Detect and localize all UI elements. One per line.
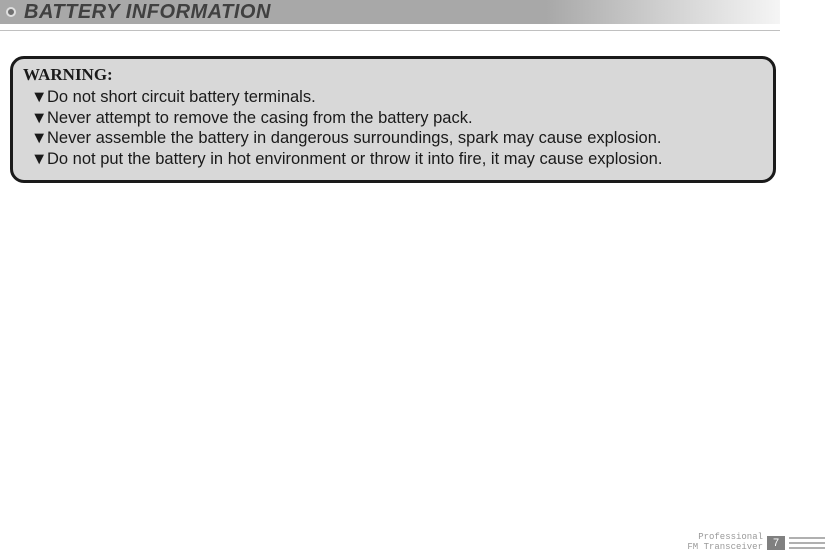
header-bullet-icon: [6, 7, 16, 17]
warning-text: Do not short circuit battery terminals.: [47, 88, 316, 106]
warning-box: WARNING: ▼ Do not short circuit battery …: [10, 56, 776, 183]
page-title: BATTERY INFORMATION: [24, 1, 271, 24]
warning-item: ▼ Do not put the battery in hot environm…: [31, 149, 763, 170]
header-bar: BATTERY INFORMATION: [0, 0, 780, 24]
down-triangle-icon: ▼: [31, 87, 47, 108]
footer-decor-icon: [789, 537, 825, 549]
down-triangle-icon: ▼: [31, 108, 47, 129]
down-triangle-icon: ▼: [31, 149, 47, 170]
page-number: 7: [767, 536, 785, 550]
down-triangle-icon: ▼: [31, 128, 47, 149]
warning-item: ▼ Never assemble the battery in dangerou…: [31, 128, 763, 149]
warning-text: Never assemble the battery in dangerous …: [47, 129, 662, 147]
warning-list: ▼ Do not short circuit battery terminals…: [23, 87, 763, 170]
warning-item: ▼ Do not short circuit battery terminals…: [31, 87, 763, 108]
warning-text: Never attempt to remove the casing from …: [47, 109, 473, 127]
footer-line2: FM Transceiver: [687, 543, 763, 552]
warning-title: WARNING:: [23, 65, 763, 85]
footer-label: Professional FM Transceiver: [687, 533, 763, 552]
footer: Professional FM Transceiver 7: [687, 533, 827, 552]
warning-text: Do not put the battery in hot environmen…: [47, 150, 662, 168]
header-underline: [0, 30, 780, 31]
warning-item: ▼ Never attempt to remove the casing fro…: [31, 108, 763, 129]
